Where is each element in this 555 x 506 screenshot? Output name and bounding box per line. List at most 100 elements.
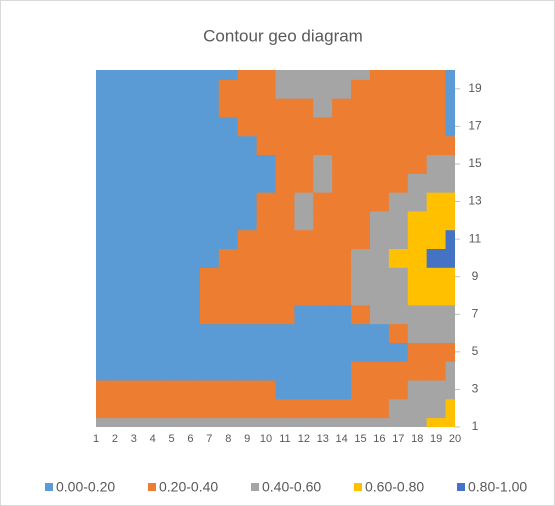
- contour-cell: [256, 135, 276, 156]
- x-tick-label: 11: [279, 433, 290, 445]
- contour-cell: [388, 192, 409, 212]
- contour-cell: [275, 79, 295, 99]
- contour-cell: [162, 210, 182, 231]
- contour-cell: [313, 70, 333, 80]
- contour-cell: [96, 323, 106, 343]
- contour-cell: [143, 417, 163, 427]
- contour-cell: [445, 248, 455, 268]
- contour-cell: [96, 229, 106, 249]
- contour-cell: [199, 267, 220, 287]
- contour-cell: [237, 380, 258, 400]
- contour-cell: [105, 173, 125, 193]
- x-tick-label: 13: [317, 433, 329, 445]
- contour-cell: [407, 398, 428, 419]
- plot-area: [96, 70, 455, 427]
- contour-cell: [275, 286, 295, 306]
- contour-cell: [369, 361, 390, 381]
- contour-cell: [407, 70, 428, 80]
- contour-cell: [369, 248, 390, 268]
- contour-cell: [369, 154, 390, 174]
- contour-cell: [313, 398, 333, 419]
- contour-cell: [105, 154, 125, 174]
- contour-cell: [388, 70, 409, 80]
- contour-cell: [105, 361, 125, 381]
- contour-cell: [275, 361, 295, 381]
- contour-cell: [143, 361, 163, 381]
- contour-cell: [388, 323, 409, 343]
- contour-cell: [143, 192, 163, 212]
- legend-label: 0.00-0.20: [56, 479, 115, 495]
- contour-cell: [181, 173, 201, 193]
- y-tick-label: 11: [469, 231, 482, 245]
- contour-cell: [294, 154, 314, 174]
- contour-cell: [105, 342, 125, 362]
- contour-cell: [105, 286, 125, 306]
- contour-cell: [294, 116, 314, 137]
- contour-cell: [426, 417, 447, 427]
- contour-cell: [369, 417, 390, 427]
- contour-cell: [181, 154, 201, 174]
- chart-title: Contour geo diagram: [203, 26, 363, 45]
- contour-cell: [445, 380, 455, 400]
- legend-swatch: [45, 483, 53, 491]
- contour-cell: [351, 135, 371, 156]
- contour-cell: [294, 342, 314, 362]
- contour-cell: [218, 361, 239, 381]
- contour-cell: [332, 342, 352, 362]
- contour-cell: [426, 135, 447, 156]
- contour-cell: [181, 286, 201, 306]
- contour-cell: [105, 248, 125, 268]
- y-tick-label: 17: [468, 119, 482, 133]
- contour-cell: [256, 248, 276, 268]
- contour-cell: [313, 98, 333, 118]
- contour-cell: [426, 248, 447, 268]
- contour-cell: [143, 70, 163, 80]
- contour-cell: [256, 116, 276, 137]
- contour-cell: [256, 79, 276, 99]
- contour-cell: [124, 323, 144, 343]
- contour-cell: [313, 116, 333, 137]
- contour-cell: [256, 417, 276, 427]
- contour-cell: [124, 229, 144, 249]
- contour-cell: [332, 286, 352, 306]
- contour-cell: [143, 398, 163, 419]
- contour-cell: [313, 342, 333, 362]
- contour-cell: [237, 154, 258, 174]
- contour-cell: [96, 417, 106, 427]
- contour-cell: [96, 116, 106, 137]
- contour-cell: [199, 116, 220, 137]
- contour-cell: [294, 210, 314, 231]
- contour-cell: [294, 70, 314, 80]
- legend-swatch: [148, 483, 156, 491]
- contour-cell: [294, 192, 314, 212]
- contour-cell: [256, 398, 276, 419]
- contour-cell: [237, 323, 258, 343]
- contour-cell: [96, 192, 106, 212]
- legend-label: 0.40-0.60: [262, 479, 321, 495]
- contour-cell: [313, 417, 333, 427]
- contour-cell: [237, 286, 258, 306]
- contour-cell: [162, 286, 182, 306]
- contour-cell: [388, 154, 409, 174]
- contour-cell: [105, 70, 125, 80]
- y-tick-label: 7: [472, 306, 479, 320]
- contour-cell: [96, 380, 106, 400]
- contour-cell: [162, 323, 182, 343]
- contour-cell: [351, 323, 371, 343]
- contour-cell: [332, 70, 352, 80]
- contour-cell: [369, 98, 390, 118]
- x-tick-label: 8: [225, 433, 231, 445]
- contour-cell: [143, 98, 163, 118]
- contour-cell: [199, 361, 220, 381]
- contour-cell: [445, 173, 455, 193]
- contour-cell: [388, 173, 409, 193]
- contour-cell: [124, 210, 144, 231]
- contour-cell: [96, 70, 106, 80]
- contour-cell: [407, 98, 428, 118]
- x-tick-label: 15: [354, 433, 366, 445]
- contour-cell: [275, 98, 295, 118]
- contour-cell: [426, 342, 447, 362]
- contour-cell: [313, 229, 333, 249]
- contour-cell: [313, 192, 333, 212]
- contour-cell: [369, 70, 390, 80]
